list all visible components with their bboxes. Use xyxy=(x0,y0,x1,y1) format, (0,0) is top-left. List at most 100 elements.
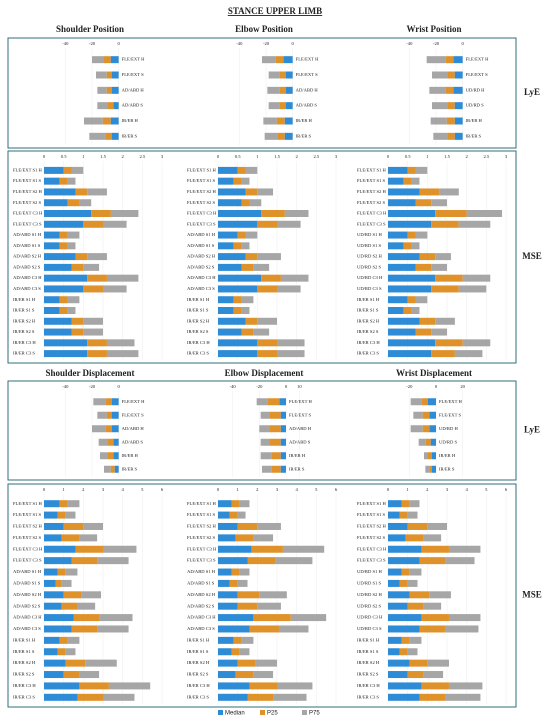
bar-segment xyxy=(286,71,293,79)
bar-segment xyxy=(399,511,408,519)
category-label: IR/ER C3 S xyxy=(357,694,379,699)
bar-segment xyxy=(44,242,60,250)
category-label: IR/ER C3 H xyxy=(13,683,36,688)
bar-segment xyxy=(423,602,442,610)
bar-segment xyxy=(462,339,491,347)
panel-frame xyxy=(7,483,517,708)
bar-segment xyxy=(91,210,111,217)
bar-segment xyxy=(253,534,274,542)
bar-segment xyxy=(388,591,410,599)
category-label: FLE/EXT S2 S xyxy=(357,200,385,205)
bar-segment xyxy=(106,274,139,282)
bar-segment xyxy=(106,71,112,79)
category-label: AD/ABD S xyxy=(122,439,144,444)
bar-segment xyxy=(239,648,250,656)
bar-segment xyxy=(407,296,416,304)
bar-segment xyxy=(249,199,262,207)
bar-segment xyxy=(424,452,428,460)
column-header: Shoulder Position xyxy=(56,24,124,34)
bar-segment xyxy=(388,636,402,644)
x-tick-label: -40 xyxy=(236,41,243,46)
bar-segment xyxy=(409,500,420,508)
bar-segment xyxy=(218,625,250,633)
category-label: FLE/EXT S xyxy=(466,72,488,77)
bar-segment xyxy=(59,242,68,250)
category-label: AD/ABD H xyxy=(122,426,145,431)
bar-segment xyxy=(279,71,286,79)
category-label: FLE/EXT S2 H xyxy=(357,189,386,194)
x-tick-label: 0.5 xyxy=(61,154,67,159)
bar-segment xyxy=(262,465,272,473)
category-label: IR/ER S1 S xyxy=(357,308,379,313)
bar-segment xyxy=(241,177,250,185)
bar-segment xyxy=(44,614,74,622)
bar-segment xyxy=(407,511,418,519)
bar-segment xyxy=(79,199,92,207)
bar-segment xyxy=(422,425,430,433)
bar-segment xyxy=(276,117,285,125)
bar-segment xyxy=(44,339,88,347)
bar-segment xyxy=(218,188,246,196)
legend-label: P25 xyxy=(267,711,278,717)
x-tick-label: 0 xyxy=(387,154,390,159)
bar-segment xyxy=(105,398,112,406)
bar-segment xyxy=(55,579,62,587)
bar-segment xyxy=(233,636,242,644)
bar-segment xyxy=(71,328,84,336)
bar-segment xyxy=(249,682,277,690)
category-label: FLE/EXT C3 H xyxy=(13,546,43,551)
column-header: Elbow Position xyxy=(235,24,293,34)
bar-segment xyxy=(103,285,127,293)
x-tick-label: 6 xyxy=(335,487,338,492)
bar-segment xyxy=(233,242,242,250)
category-label: FLE/EXT C3 H xyxy=(357,546,387,551)
bar-segment xyxy=(97,557,129,565)
bar-segment xyxy=(63,591,82,599)
bar-segment xyxy=(79,534,98,542)
bar-segment xyxy=(453,56,463,64)
bar-segment xyxy=(113,102,119,110)
category-label: UD/RD S1 H xyxy=(357,232,382,237)
bar-segment xyxy=(388,625,420,633)
category-label: FLE/EXT S xyxy=(439,412,461,417)
category-label: IR/ER H xyxy=(439,453,456,458)
bar-segment xyxy=(231,568,240,576)
bar-segment xyxy=(278,132,285,140)
category-label: FLE/EXT C3 S xyxy=(187,221,216,226)
bar-segment xyxy=(235,534,254,542)
bar-segment xyxy=(75,253,88,261)
category-label: IR/ER S xyxy=(289,466,305,471)
bar-segment xyxy=(253,263,270,271)
bar-segment xyxy=(257,253,281,261)
bar-segment xyxy=(44,263,72,271)
bar-segment xyxy=(428,398,436,406)
bar-segment xyxy=(409,591,430,599)
category-label: IR/ER S1 H xyxy=(357,297,380,302)
x-tick-label: 6 xyxy=(161,487,164,492)
bar-segment xyxy=(65,511,76,519)
bar-segment xyxy=(445,625,479,633)
bar-segment xyxy=(237,166,246,174)
category-label: IR/ER S2 S xyxy=(357,329,379,334)
category-label: IR/ER S1 H xyxy=(13,297,36,302)
bar-segment xyxy=(71,263,84,271)
bar-segment xyxy=(411,307,420,314)
bar-segment xyxy=(112,71,119,79)
category-label: IR/ER S2 H xyxy=(13,660,36,665)
bar-segment xyxy=(284,132,293,140)
x-tick-label: 5 xyxy=(141,487,144,492)
bar-segment xyxy=(102,117,111,125)
bar-segment xyxy=(427,659,449,667)
bar-segment xyxy=(218,534,236,542)
category-label: IR/ER S1 S xyxy=(357,649,379,654)
bar-segment xyxy=(44,188,76,196)
bar-segment xyxy=(267,86,280,94)
bar-segment xyxy=(79,682,109,690)
category-label: AD/ABD S1 H xyxy=(187,232,216,237)
category-label: FLE/EXT S1 S xyxy=(357,512,385,517)
bar-segment xyxy=(44,350,88,358)
bar-segment xyxy=(241,263,254,271)
x-tick-label: 2.5 xyxy=(139,154,145,159)
bar-segment xyxy=(448,682,483,690)
bar-segment xyxy=(268,102,280,110)
